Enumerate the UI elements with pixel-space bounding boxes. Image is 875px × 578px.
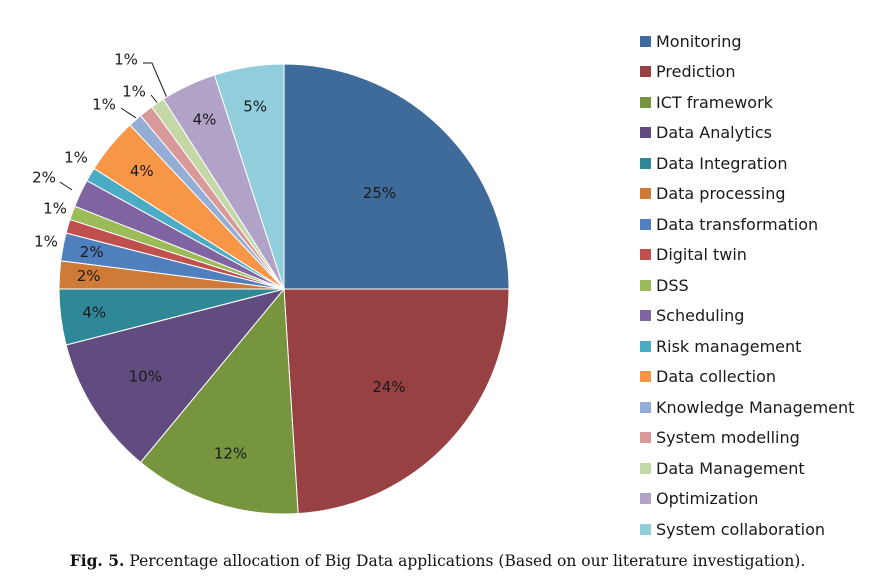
legend-item-data-transformation: Data transformation: [640, 209, 854, 240]
legend-swatch-data-management: [640, 462, 651, 474]
legend-item-monitoring: Monitoring: [640, 26, 854, 57]
legend-label-digital-twin: Digital twin: [656, 245, 747, 265]
legend-swatch-system-modelling: [640, 432, 651, 444]
legend-label-data-analytics: Data Analytics: [656, 123, 772, 143]
pie-slice-monitoring: [283, 63, 510, 290]
legend-label-data-collection: Data collection: [656, 367, 777, 387]
pie-slice-data-analytics: [65, 288, 286, 464]
slice-label-digital-twin: 1%: [34, 233, 58, 251]
legend-item-risk-management: Risk management: [640, 331, 854, 362]
slice-label-monitoring: 25%: [363, 184, 396, 202]
legend-label-data-processing: Data processing: [656, 184, 786, 204]
caption-text: Percentage allocation of Big Data applic…: [129, 552, 806, 570]
legend-swatch-data-processing: [640, 188, 651, 200]
legend-swatch-knowledge-management: [640, 401, 651, 413]
legend-label-data-management: Data Management: [656, 458, 805, 478]
slice-label-data-integration: 4%: [82, 304, 106, 322]
slice-label-data-analytics: 10%: [129, 368, 162, 386]
pie-chart: 25% 24% 12% 10% 4% 2% 2% 1% 1% 2% 1% 4% 1% 1% 1% 4% 5%: [32, 51, 510, 515]
slice-label-dss: 1%: [43, 200, 67, 218]
legend-item-system-modelling: System modelling: [640, 423, 854, 454]
slice-label-scheduling: 2%: [32, 169, 56, 187]
legend-swatch-risk-management: [640, 340, 651, 352]
pie-slice-ict-framework: [139, 287, 299, 515]
slice-label-data-processing: 2%: [77, 267, 101, 285]
legend-item-digital-twin: Digital twin: [640, 240, 854, 271]
legend-swatch-data-collection: [640, 371, 651, 383]
legend-item-data-integration: Data Integration: [640, 148, 854, 179]
legend-item-data-collection: Data collection: [640, 362, 854, 393]
legend-label-data-integration: Data Integration: [656, 153, 788, 173]
figure-caption: Fig. 5. Percentage allocation of Big Dat…: [0, 551, 875, 570]
legend-item-scheduling: Scheduling: [640, 301, 854, 332]
slice-label-system-collaboration: 5%: [243, 97, 267, 115]
legend-swatch-digital-twin: [640, 249, 651, 261]
legend-item-data-processing: Data processing: [640, 179, 854, 210]
slice-label-data-management: 1%: [114, 51, 138, 69]
legend-swatch-monitoring: [640, 35, 651, 47]
legend-label-system-collaboration: System collaboration: [656, 519, 826, 539]
legend-swatch-dss: [640, 279, 651, 291]
slice-label-data-transformation: 2%: [80, 243, 104, 261]
slice-label-optimization: 4%: [193, 111, 217, 129]
pie-slice-system-collaboration: [213, 63, 285, 290]
leader-line-scheduling: [59, 181, 73, 191]
legend-label-dss: DSS: [656, 275, 689, 295]
legend-label-data-transformation: Data transformation: [656, 214, 819, 234]
slice-label-ict-framework: 12%: [214, 444, 247, 462]
legend-swatch-data-transformation: [640, 218, 651, 230]
legend-label-knowledge-management: Knowledge Management: [656, 397, 855, 417]
legend-swatch-scheduling: [640, 310, 651, 322]
legend-label-scheduling: Scheduling: [656, 306, 745, 326]
leader-line-knowledge-management: [120, 107, 137, 119]
legend-swatch-data-analytics: [640, 127, 651, 139]
legend-swatch-system-collaboration: [640, 523, 651, 535]
legend-item-system-collaboration: System collaboration: [640, 514, 854, 545]
legend-swatch-data-integration: [640, 157, 651, 169]
leader-line-data-management: [143, 62, 168, 99]
legend-label-optimization: Optimization: [656, 489, 759, 509]
legend-item-data-management: Data Management: [640, 453, 854, 484]
slice-label-prediction: 24%: [372, 378, 405, 396]
caption-prefix: Fig. 5.: [69, 551, 125, 570]
legend-swatch-prediction: [640, 66, 651, 78]
legend-label-monitoring: Monitoring: [656, 31, 742, 51]
legend-item-data-analytics: Data Analytics: [640, 118, 854, 149]
legend-item-prediction: Prediction: [640, 57, 854, 88]
chart-legend: Monitoring Prediction ICT framework Data An…: [640, 26, 854, 545]
slice-label-risk-management: 1%: [64, 149, 88, 167]
legend-label-prediction: Prediction: [656, 62, 736, 82]
slice-label-data-collection: 4%: [130, 162, 154, 180]
legend-label-risk-management: Risk management: [656, 336, 802, 356]
legend-item-dss: DSS: [640, 270, 854, 301]
slice-label-system-modelling: 1%: [122, 83, 146, 101]
legend-item-knowledge-management: Knowledge Management: [640, 392, 854, 423]
legend-item-optimization: Optimization: [640, 484, 854, 515]
legend-swatch-optimization: [640, 493, 651, 505]
pie-slice-prediction: [283, 288, 510, 515]
legend-label-system-modelling: System modelling: [656, 428, 800, 448]
slice-label-knowledge-management: 1%: [92, 96, 116, 114]
legend-swatch-ict-framework: [640, 96, 651, 108]
legend-label-ict-framework: ICT framework: [656, 92, 773, 112]
legend-item-ict-framework: ICT framework: [640, 87, 854, 118]
